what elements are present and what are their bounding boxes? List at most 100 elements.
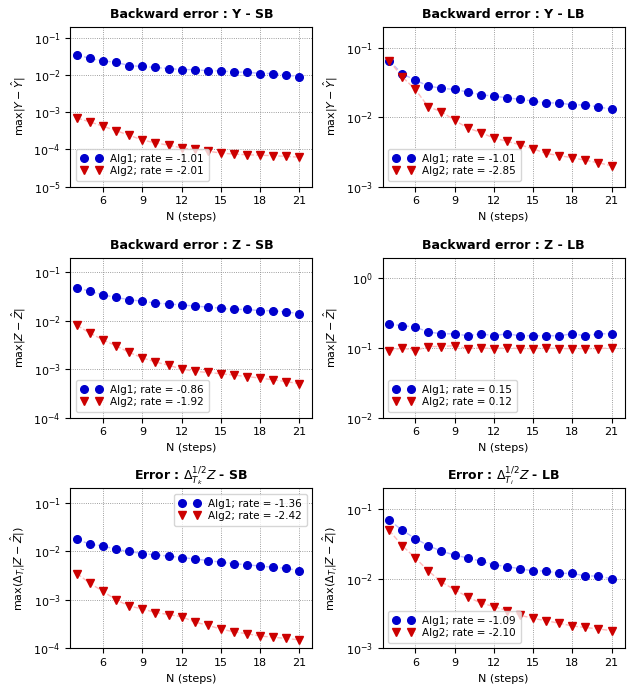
Alg1; rate = -1.36 [113,545,120,554]
Alg1; rate = -1.36 [139,549,146,558]
Alg2; rate = -2.10 [503,606,511,614]
Alg1; rate = 0.15 [437,329,445,338]
Alg1; rate = -0.86 [178,301,185,309]
Alg1; rate = -1.01 [86,54,94,62]
Alg2; rate = -2.85 [477,129,484,137]
Alg2; rate = 0.12 [464,345,472,353]
Alg2; rate = -1.92 [86,329,94,337]
Alg2; rate = 0.12 [529,345,537,353]
Alg1; rate = -1.01 [113,58,120,66]
Alg1; rate = -1.01 [437,84,445,93]
Alg2; rate = -1.92 [270,376,277,384]
Y-axis label: max$|Y - \hat{Y}|$: max$|Y - \hat{Y}|$ [9,77,28,136]
Alg1; rate = -1.01 [243,68,251,76]
Alg2; rate = -2.42 [86,579,94,588]
Alg2; rate = -2.10 [411,554,419,562]
Alg2; rate = -2.10 [477,599,484,607]
Alg1; rate = -1.01 [99,57,107,65]
Alg2; rate = -2.10 [542,617,550,625]
Alg1; rate = 0.15 [398,322,406,330]
Alg1; rate = 0.15 [529,331,537,340]
Alg1; rate = -1.09 [425,542,432,550]
Title: Error : $\Delta_{T_i}^{1/2} Z$ - LB: Error : $\Delta_{T_i}^{1/2} Z$ - LB [447,465,560,488]
Alg2; rate = 0.12 [608,344,615,352]
Alg2; rate = -2.10 [582,623,589,632]
Alg2; rate = -2.42 [204,621,211,630]
Alg1; rate = -1.09 [451,551,458,559]
Alg2; rate = 0.12 [411,347,419,355]
Alg1; rate = -1.01 [191,66,199,74]
Alg1; rate = -1.09 [411,534,419,543]
Alg1; rate = 0.15 [385,320,393,328]
Alg1; rate = -0.86 [270,307,277,315]
Alg2; rate = 0.12 [594,345,602,353]
Alg2; rate = -2.42 [296,636,303,644]
Alg2; rate = -2.10 [594,625,602,633]
Alg1; rate = 0.15 [555,331,563,340]
Alg1; rate = -0.86 [152,299,160,307]
Alg2; rate = -1.92 [243,372,251,381]
Alg2; rate = -2.01 [282,152,290,161]
Line: Alg2; rate = -1.92: Alg2; rate = -1.92 [73,322,303,388]
Alg1; rate = -1.01 [594,103,602,111]
Alg2; rate = -1.92 [191,367,199,376]
Alg1; rate = -1.01 [204,66,211,75]
Alg2; rate = 0.12 [385,347,393,355]
Alg1; rate = -1.36 [296,567,303,575]
Alg1; rate = -0.86 [73,284,81,292]
Alg1; rate = 0.15 [503,329,511,338]
Alg2; rate = -2.85 [529,145,537,153]
Alg2; rate = -2.01 [99,122,107,130]
Alg1; rate = -1.01 [529,97,537,105]
Alg1; rate = -1.09 [464,554,472,562]
Alg1; rate = -0.86 [191,302,199,310]
Alg2; rate = -2.01 [86,118,94,126]
Legend: Alg1; rate = -1.09, Alg2; rate = -2.10: Alg1; rate = -1.09, Alg2; rate = -2.10 [388,610,521,643]
Alg2; rate = -2.42 [270,633,277,641]
Alg2; rate = -1.92 [73,321,81,329]
Alg2; rate = -1.92 [230,371,238,379]
X-axis label: N (steps): N (steps) [479,443,529,453]
Alg1; rate = -1.01 [139,62,146,71]
Line: Alg2; rate = -2.85: Alg2; rate = -2.85 [385,57,615,170]
Alg1; rate = -1.01 [477,91,484,99]
Alg1; rate = -1.09 [490,561,498,569]
Line: Alg1; rate = -1.01: Alg1; rate = -1.01 [73,51,303,80]
Line: Alg2; rate = -2.10: Alg2; rate = -2.10 [385,527,615,635]
Title: Error : $\Delta_{T_k}^{1/2} Z$ - SB: Error : $\Delta_{T_k}^{1/2} Z$ - SB [134,465,249,488]
Alg2; rate = 0.12 [437,343,445,351]
Alg2; rate = -2.10 [425,567,432,575]
Line: Alg1; rate = 0.15: Alg1; rate = 0.15 [385,320,615,340]
Alg2; rate = -2.01 [296,153,303,161]
Alg1; rate = -1.01 [178,66,185,74]
Alg2; rate = -2.42 [139,605,146,613]
Alg1; rate = -1.36 [191,555,199,563]
Alg2; rate = -1.92 [125,348,133,356]
Alg1; rate = -1.36 [217,558,225,566]
Alg2; rate = -2.85 [555,152,563,160]
Alg2; rate = -2.42 [256,632,264,640]
Alg2; rate = -2.85 [385,57,393,65]
Alg1; rate = -0.86 [282,308,290,316]
Alg2; rate = 0.12 [542,344,550,352]
Title: Backward error : Y - SB: Backward error : Y - SB [110,8,273,21]
Alg2; rate = -2.01 [178,144,185,152]
Alg2; rate = -2.01 [217,149,225,157]
Alg1; rate = -1.09 [608,575,615,583]
Alg1; rate = 0.15 [451,329,458,338]
X-axis label: N (steps): N (steps) [166,443,216,453]
Alg1; rate = 0.15 [594,329,602,338]
Alg2; rate = 0.12 [582,345,589,353]
Alg2; rate = -1.92 [139,354,146,362]
Alg1; rate = 0.15 [542,331,550,340]
Alg1; rate = -1.09 [516,565,523,573]
Legend: Alg1; rate = -1.01, Alg2; rate = -2.01: Alg1; rate = -1.01, Alg2; rate = -2.01 [75,149,209,181]
Alg2; rate = 0.12 [503,344,511,352]
Alg2; rate = -1.92 [256,374,264,382]
Alg1; rate = 0.15 [608,329,615,338]
Alg1; rate = -1.01 [464,88,472,96]
Alg1; rate = -0.86 [230,305,238,313]
Alg1; rate = -1.09 [555,570,563,578]
Alg2; rate = -2.10 [529,614,537,623]
Alg2; rate = -2.10 [490,602,498,610]
